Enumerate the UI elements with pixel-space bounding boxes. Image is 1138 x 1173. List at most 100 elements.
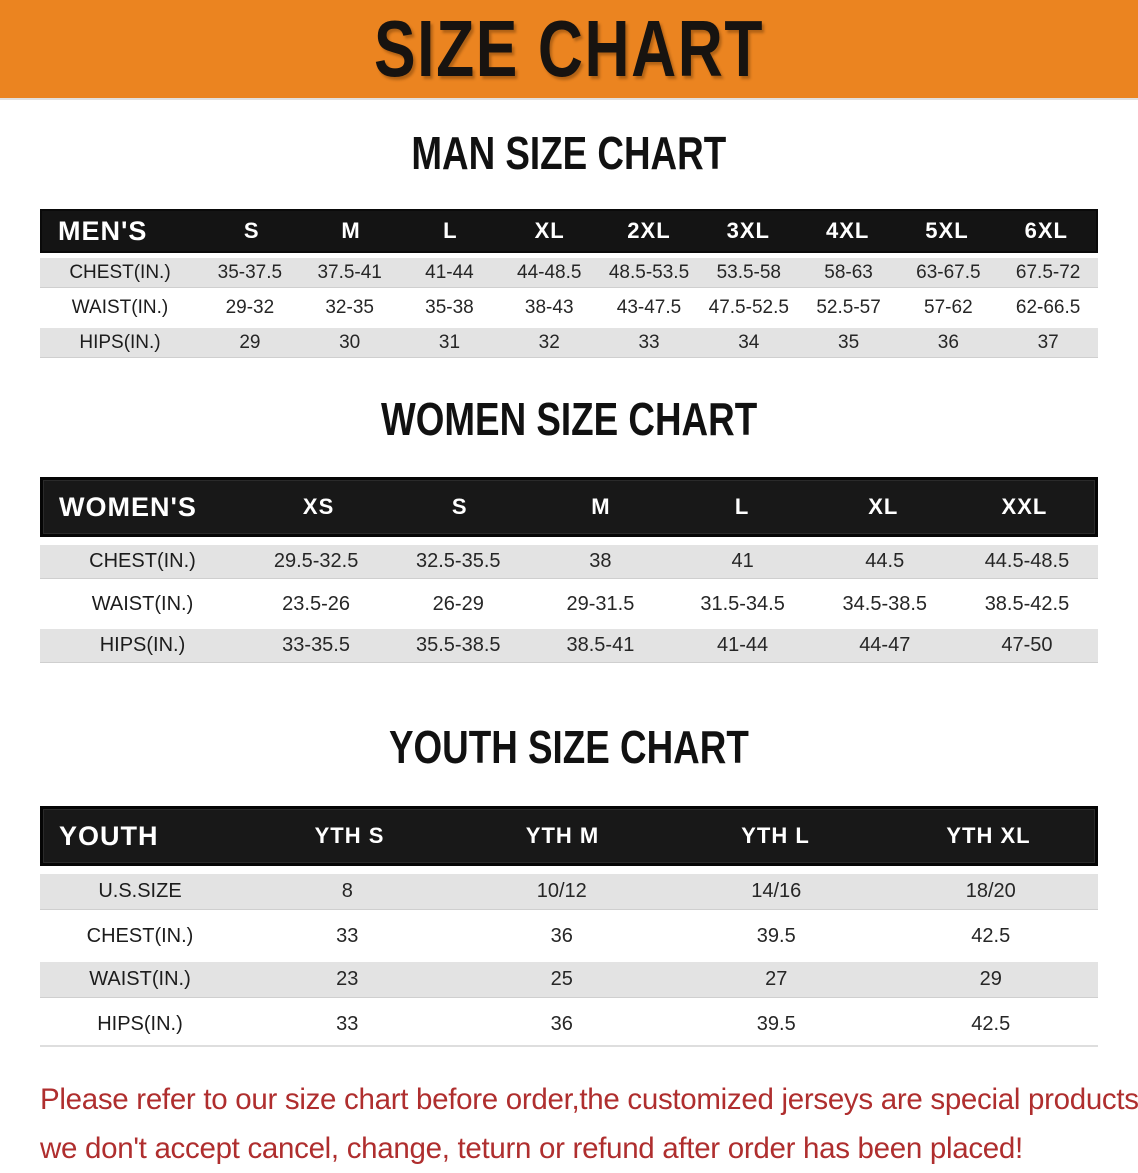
- row-label: CHEST(IN.): [86, 924, 194, 947]
- youth-header-label: YOUTH: [59, 820, 159, 851]
- man-size-chart-title-text: MAN SIZE CHART: [411, 127, 727, 179]
- column-header: YTH S: [314, 823, 385, 848]
- size-value-cell: 25: [550, 968, 573, 990]
- table-row-us-size: U.S.SIZE 8 10/12 14/16 18/20: [40, 874, 1098, 910]
- size-value-cell: 29.5-32.5: [273, 550, 359, 572]
- size-value-cell: 44-48.5: [517, 261, 582, 283]
- size-value-cell: 37.5-41: [317, 261, 382, 283]
- size-value-cell: 39.5: [756, 1012, 796, 1035]
- row-label: CHEST(IN.): [89, 550, 196, 572]
- mens-header-label: MEN'S: [58, 215, 148, 246]
- table-row-hips: HIPS(IN.) 33-35.5 35.5-38.5 38.5-41 41-4…: [40, 629, 1098, 663]
- size-value-cell: 29: [979, 968, 1002, 990]
- size-value-cell: 26-29: [432, 592, 484, 615]
- size-value-cell: 38-43: [524, 297, 574, 318]
- column-header: M: [341, 218, 361, 243]
- size-value-cell: 32.5-35.5: [416, 550, 501, 572]
- table-row-chest: CHEST(IN.) 29.5-32.5 32.5-35.5 38 41 44.…: [40, 545, 1098, 579]
- size-value-cell: 23.5-26: [282, 592, 350, 615]
- table-row-waist: WAIST(IN.) 23 25 27 29: [40, 962, 1098, 998]
- column-header: XL: [534, 218, 565, 243]
- size-value-cell: 44-47: [859, 634, 911, 656]
- size-value-cell: 29-31.5: [566, 592, 635, 615]
- size-value-cell: 33: [336, 924, 359, 947]
- size-value-cell: 38: [589, 550, 612, 572]
- size-value-cell: 43-47.5: [616, 297, 682, 318]
- size-value-cell: 36: [550, 924, 573, 947]
- size-value-cell: 23: [336, 968, 359, 990]
- size-value-cell: 29-32: [225, 297, 275, 318]
- column-header: XS: [302, 494, 335, 519]
- man-size-chart-title: MAN SIZE CHART: [0, 126, 1138, 192]
- size-value-cell: 18/20: [965, 880, 1016, 902]
- youth-size-table: YOUTH YTH S YTH M YTH L YTH XL U.S.SIZE …: [40, 806, 1098, 1047]
- size-value-cell: 35-37.5: [217, 261, 283, 283]
- column-header: M: [591, 494, 611, 519]
- column-header: 6XL: [1024, 218, 1068, 243]
- size-value-cell: 42.5: [971, 924, 1011, 947]
- mens-table-header-row: MEN'S S M L XL 2XL 3XL 4XL 5XL 6XL: [40, 209, 1098, 253]
- size-value-cell: 31.5-34.5: [700, 592, 785, 615]
- row-label: HIPS(IN.): [79, 331, 161, 353]
- youth-size-chart-title-text: YOUTH SIZE CHART: [389, 721, 749, 773]
- women-size-chart-title: WOMEN SIZE CHART: [0, 392, 1138, 458]
- row-label: CHEST(IN.): [69, 261, 171, 283]
- row-label: WAIST(IN.): [89, 968, 191, 990]
- size-value-cell: 33-35.5: [282, 634, 350, 656]
- column-header: 2XL: [627, 218, 671, 243]
- column-header: 5XL: [925, 218, 969, 243]
- disclaimer-text: Please refer to our size chart before or…: [40, 1075, 1138, 1173]
- size-value-cell: 53.5-58: [716, 261, 782, 283]
- women-size-chart-title-text: WOMEN SIZE CHART: [380, 393, 758, 445]
- size-value-cell: 63-67.5: [916, 261, 981, 283]
- size-value-cell: 57-62: [924, 297, 973, 318]
- mens-size-table: MEN'S S M L XL 2XL 3XL 4XL 5XL 6XL CHEST…: [40, 209, 1098, 358]
- size-value-cell: 47-50: [1001, 634, 1053, 656]
- size-value-cell: 41-44: [717, 634, 769, 656]
- womens-size-table: WOMEN'S XS S M L XL XXL CHEST(IN.) 29.5-…: [40, 477, 1098, 663]
- size-value-cell: 37: [1037, 331, 1059, 353]
- row-label: U.S.SIZE: [98, 880, 182, 902]
- size-value-cell: 32: [538, 331, 560, 353]
- size-value-cell: 10/12: [536, 880, 587, 902]
- size-value-cell: 30: [339, 331, 361, 353]
- size-value-cell: 41: [731, 550, 754, 572]
- column-header: 4XL: [825, 218, 870, 243]
- size-value-cell: 35-38: [425, 297, 474, 318]
- table-row-hips: HIPS(IN.) 29 30 31 32 33 34 35 36 37: [40, 328, 1098, 358]
- size-value-cell: 47.5-52.5: [708, 297, 789, 318]
- size-value-cell: 36: [937, 331, 959, 353]
- column-header: 3XL: [726, 218, 770, 243]
- size-value-cell: 29: [239, 331, 261, 353]
- column-header: YTH L: [741, 823, 810, 848]
- table-row-waist: WAIST(IN.) 29-32 32-35 35-38 38-43 43-47…: [40, 293, 1098, 323]
- row-label: HIPS(IN.): [97, 1012, 183, 1035]
- size-value-cell: 33: [638, 331, 660, 353]
- row-label: WAIST(IN.): [91, 592, 194, 615]
- size-value-cell: 41-44: [425, 261, 474, 283]
- column-header: S: [451, 494, 468, 519]
- size-value-cell: 27: [765, 968, 788, 990]
- size-value-cell: 34.5-38.5: [842, 592, 928, 615]
- size-value-cell: 44.5: [865, 550, 905, 572]
- disclaimer-line-1: Please refer to our size chart before or…: [40, 1083, 1138, 1116]
- size-value-cell: 52.5-57: [816, 297, 881, 318]
- size-value-cell: 35.5-38.5: [416, 634, 501, 656]
- size-value-cell: 44.5-48.5: [984, 550, 1070, 572]
- size-value-cell: 31: [438, 331, 461, 353]
- column-header: XL: [868, 494, 899, 519]
- size-value-cell: 48.5-53.5: [608, 261, 690, 283]
- size-value-cell: 8: [341, 880, 353, 902]
- table-row-waist: WAIST(IN.) 23.5-26 26-29 29-31.5 31.5-34…: [40, 587, 1098, 621]
- womens-table-header-row: WOMEN'S XS S M L XL XXL: [40, 477, 1098, 537]
- size-value-cell: 32-35: [325, 297, 374, 318]
- column-header: L: [443, 218, 458, 243]
- row-label: HIPS(IN.): [99, 634, 186, 656]
- youth-size-chart-title: YOUTH SIZE CHART: [0, 720, 1138, 786]
- column-header: S: [243, 218, 260, 243]
- row-label: WAIST(IN.): [71, 297, 169, 318]
- size-value-cell: 39.5: [756, 924, 796, 947]
- table-row-hips: HIPS(IN.) 33 36 39.5 42.5: [40, 1006, 1098, 1042]
- column-header: YTH M: [525, 823, 600, 848]
